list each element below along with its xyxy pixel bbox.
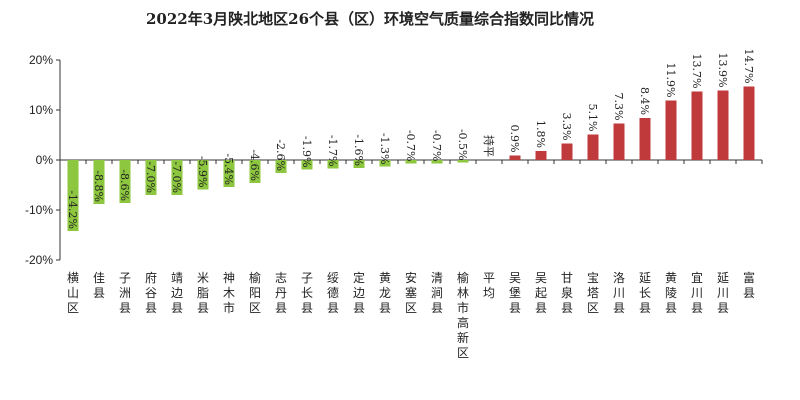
bar [197, 160, 209, 190]
bar [717, 90, 729, 160]
bar [67, 160, 79, 231]
bar [691, 91, 703, 160]
data-label: 持平 [482, 135, 496, 157]
category-label: 宜川县 [691, 270, 703, 315]
bar [743, 86, 755, 160]
data-label: -5.4% [222, 153, 235, 185]
bar [665, 100, 677, 160]
data-label: -2.6% [274, 139, 287, 171]
category-label: 宝塔区 [587, 271, 599, 315]
bar [639, 118, 651, 160]
data-label: -0.7% [430, 130, 443, 162]
category-label: 富县 [743, 270, 755, 300]
data-label: 0.9% [508, 125, 521, 153]
data-label: 14.7% [742, 49, 755, 84]
category-label: 吴堡县 [509, 271, 521, 315]
y-tick-label: 0% [36, 153, 54, 167]
category-label: 子长县 [301, 271, 313, 315]
data-label: -5.9% [196, 156, 209, 188]
data-label: 11.9% [664, 63, 677, 98]
data-label: -0.5% [456, 129, 469, 161]
data-label: -8.8% [92, 170, 105, 202]
data-label: -0.7% [404, 130, 417, 162]
category-label: 志丹县 [275, 271, 287, 315]
data-label: 5.1% [586, 104, 599, 132]
bar [613, 123, 625, 160]
bar [535, 151, 547, 160]
data-label: -7.0% [144, 161, 157, 193]
y-tick-label: 10% [29, 103, 53, 117]
category-label: 清涧县 [431, 271, 443, 315]
bar [301, 160, 313, 170]
category-label: 吴起县 [535, 271, 547, 315]
data-label: -1.7% [326, 135, 339, 167]
category-label: 靖边县 [171, 271, 183, 315]
category-label: 洛川县 [613, 270, 625, 315]
bar [171, 160, 183, 195]
data-label: 13.9% [716, 53, 729, 88]
bar [379, 160, 391, 167]
bar [275, 160, 287, 173]
category-label: 榆林市高新区 [457, 270, 469, 360]
bar [353, 160, 365, 168]
data-label: -14.2% [66, 190, 79, 229]
category-label: 甘泉县 [561, 271, 573, 315]
category-label: 定边县 [353, 270, 365, 315]
category-label: 神木市 [223, 271, 235, 315]
bar [457, 160, 469, 163]
category-label: 黄陵县 [665, 271, 677, 315]
data-label: 1.8% [534, 120, 547, 148]
category-label: 黄龙县 [379, 271, 391, 315]
bar [249, 160, 261, 183]
data-label: -4.6% [248, 149, 261, 181]
category-label: 延川县 [717, 271, 729, 315]
category-label: 平均 [483, 271, 495, 300]
category-label: 佳县 [93, 271, 105, 300]
category-label: 府谷县 [145, 270, 157, 315]
data-label: 8.4% [638, 87, 651, 115]
data-label: 13.7% [690, 54, 703, 89]
category-label: 横山区 [67, 271, 79, 315]
data-label: -8.6% [118, 169, 131, 201]
y-tick-label: 20% [29, 53, 53, 67]
bar [431, 160, 443, 164]
y-tick-label: -20% [25, 253, 53, 267]
chart-title: 2022年3月陕北地区26个县（区）环境空气质量综合指数同比情况 [145, 10, 595, 28]
category-label: 榆阳区 [249, 270, 261, 315]
category-label: 绥德县 [327, 271, 339, 315]
bar [119, 160, 131, 203]
bar [93, 160, 105, 204]
bar [509, 155, 521, 160]
bar [587, 134, 599, 160]
category-label: 米脂县 [197, 271, 209, 315]
data-label: 3.3% [560, 113, 573, 141]
y-tick-label: -10% [25, 203, 53, 217]
bar [223, 160, 235, 187]
bar [327, 160, 339, 169]
category-label: 延长县 [639, 271, 651, 315]
bar [561, 143, 573, 160]
bar [145, 160, 157, 195]
data-label: -7.0% [170, 161, 183, 193]
data-label: -1.6% [352, 134, 365, 166]
bar [405, 160, 417, 164]
data-label: -1.3% [378, 133, 391, 165]
data-label: -1.9% [300, 136, 313, 168]
category-label: 子洲县 [119, 271, 131, 315]
category-label: 安塞区 [405, 270, 417, 315]
data-label: 7.3% [612, 93, 625, 121]
